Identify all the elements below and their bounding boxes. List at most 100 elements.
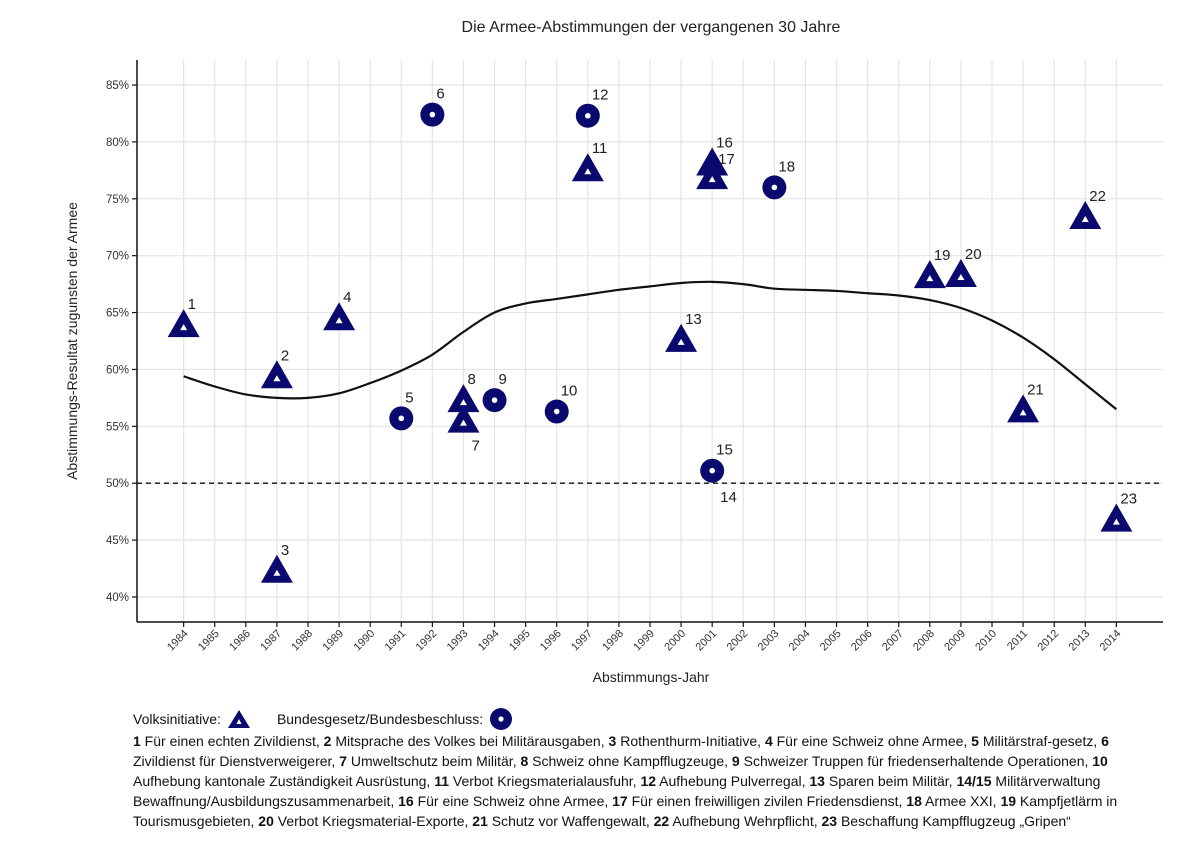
point-label-8: 8: [467, 371, 475, 388]
legend-caption: 1 Für einen echten Zivildienst, 2 Mitspr…: [133, 731, 1143, 831]
legend-entry-text: Mitsprache des Volkes bei Militärausgabe…: [331, 733, 609, 749]
legend-entry-number: 9: [731, 753, 740, 769]
triangle-icon: [227, 710, 250, 728]
triangle-marker-inner: [335, 317, 343, 324]
triangle-marker-inner: [180, 324, 188, 331]
x-tick-label: 2010: [973, 628, 999, 654]
triangle-marker-20: [944, 259, 977, 288]
x-tick-label: 1995: [507, 628, 533, 654]
point-label-19: 19: [934, 247, 951, 264]
triangle-marker-outer: [1100, 503, 1133, 532]
y-tick-label: 70%: [106, 251, 129, 263]
circle-marker-inner: [709, 467, 715, 474]
triangle-marker-outer: [260, 554, 293, 583]
legend-entry-number: 23: [821, 813, 838, 829]
triangle-marker-outer: [571, 153, 604, 182]
x-tick-label: 1986: [227, 628, 253, 654]
triangle-marker-19: [913, 260, 946, 289]
legend-shapes: Volksinitiative: Bundesgesetz/Bundesbesc…: [133, 707, 1143, 731]
legend-entry-number: 5: [971, 733, 979, 749]
triangle-marker-4: [323, 302, 356, 331]
legend-entry-text: Kampfjetlärm in Tourismusgebieten,: [133, 793, 1118, 829]
circle-marker-inner: [585, 112, 591, 119]
x-tick-label: 1989: [320, 628, 346, 654]
circle-marker-6: [420, 102, 445, 127]
legend-entry-number: 2: [323, 733, 332, 749]
legend-entry-text: Aufhebung Pulverregal,: [656, 773, 810, 789]
circle-marker-inner: [771, 184, 778, 191]
triangle-marker-inner: [1112, 518, 1120, 525]
triangle-marker-inner: [459, 399, 467, 406]
point-label-1: 1: [188, 296, 196, 313]
chart: Die Armee-Abstimmungen der vergangenen 3…: [64, 19, 1163, 685]
legend-entry-number: 8: [520, 753, 529, 769]
triangle-marker-outer: [1069, 200, 1102, 229]
legend-entry-text: Umweltschutz beim Militär,: [346, 753, 521, 769]
legend-entry-text: Armee XXI,: [921, 793, 1001, 809]
x-tick-label: 2009: [942, 628, 968, 654]
triangle-marker-1: [167, 309, 200, 338]
x-tick-label: 2001: [694, 628, 720, 654]
legend-entry-text: Verbot Kriegsmaterial-Exporte,: [273, 813, 473, 829]
grid: [137, 60, 1163, 622]
triangle-marker-outer: [944, 259, 977, 288]
x-tick-label: 1990: [352, 628, 378, 654]
legend-law-label: Bundesgesetz/Bundesbeschluss:: [276, 711, 484, 727]
x-tick-label: 2003: [756, 628, 782, 654]
x-tick-label: 2000: [662, 628, 688, 654]
legend-entry-text: Schweizer Truppen für friedenserhaltende…: [739, 753, 1093, 769]
point-label-17: 17: [718, 151, 735, 168]
circle-marker-12: [575, 103, 600, 128]
legend-entry-text: Aufhebung kantonale Zuständigkeit Ausrüs…: [133, 773, 435, 789]
legend-entry-text: Sparen beim Militär,: [824, 773, 957, 789]
circle-marker-18: [762, 175, 787, 200]
legend-entry-number: 10: [1092, 753, 1108, 769]
point-label-15: 15: [716, 442, 733, 459]
legend-entry-number: 18: [906, 793, 922, 809]
triangle-marker-17: [696, 161, 729, 190]
legend-entry-number: 12: [640, 773, 657, 789]
triangle-marker-23: [1100, 503, 1133, 532]
y-tick-label: 50%: [106, 478, 129, 490]
legend-entry-text: Für einen freiwilligen zivilen Friedensd…: [627, 793, 907, 809]
y-tick-label: 60%: [106, 364, 129, 376]
circle-marker-9: [482, 388, 507, 413]
triangle-marker-inner: [926, 275, 934, 282]
triangle-marker-8: [447, 384, 480, 413]
legend-entry-text: Aufhebung Wehrpflicht,: [669, 813, 822, 829]
x-tick-label: 2008: [911, 628, 937, 654]
triangle-marker-outer: [260, 360, 293, 389]
legend-entry-number: 21: [472, 813, 488, 829]
data-points: [167, 102, 1133, 583]
x-tick-label: 1998: [600, 628, 626, 654]
point-label-5: 5: [405, 389, 413, 406]
x-tick-label: 2014: [1098, 628, 1124, 654]
point-label-14: 14: [720, 489, 737, 506]
point-label-6: 6: [436, 86, 444, 103]
y-axis-ticks: 40% 45% 50% 55% 60% 65% 70% 75% 80% 85%: [106, 80, 137, 604]
point-label-7: 7: [471, 438, 479, 455]
x-tick-label: 2011: [1005, 628, 1030, 653]
triangle-marker-inner: [584, 168, 592, 175]
triangle-marker-outer: [1007, 394, 1040, 423]
legend: Volksinitiative: Bundesgesetz/Bundesbesc…: [133, 707, 1143, 831]
x-tick-label: 1997: [569, 628, 595, 654]
circle-marker-inner: [398, 415, 405, 422]
triangle-marker-11: [571, 153, 604, 182]
x-tick-label: 2005: [818, 628, 844, 654]
triangle-marker-inner: [708, 176, 716, 183]
triangle-marker-22: [1069, 200, 1102, 229]
chart-title: Die Armee-Abstimmungen der vergangenen 3…: [462, 19, 841, 36]
legend-entry-text: Zivildienst für Dienstverweigerer,: [133, 753, 340, 769]
legend-entry-number: 6: [1101, 733, 1109, 749]
legend-entry-text: Beschaffung Kampfflugzeug „Gripen“: [837, 813, 1071, 829]
triangle-marker-inner: [1019, 409, 1027, 416]
y-tick-label: 75%: [106, 194, 129, 206]
circle-marker-10: [544, 399, 569, 424]
x-tick-label: 2004: [787, 628, 813, 654]
triangle-marker-inner: [273, 569, 281, 576]
circle-marker-inner: [491, 397, 498, 403]
point-label-22: 22: [1089, 188, 1106, 205]
x-tick-label: 1985: [196, 628, 222, 654]
triangle-marker-21: [1007, 394, 1040, 423]
